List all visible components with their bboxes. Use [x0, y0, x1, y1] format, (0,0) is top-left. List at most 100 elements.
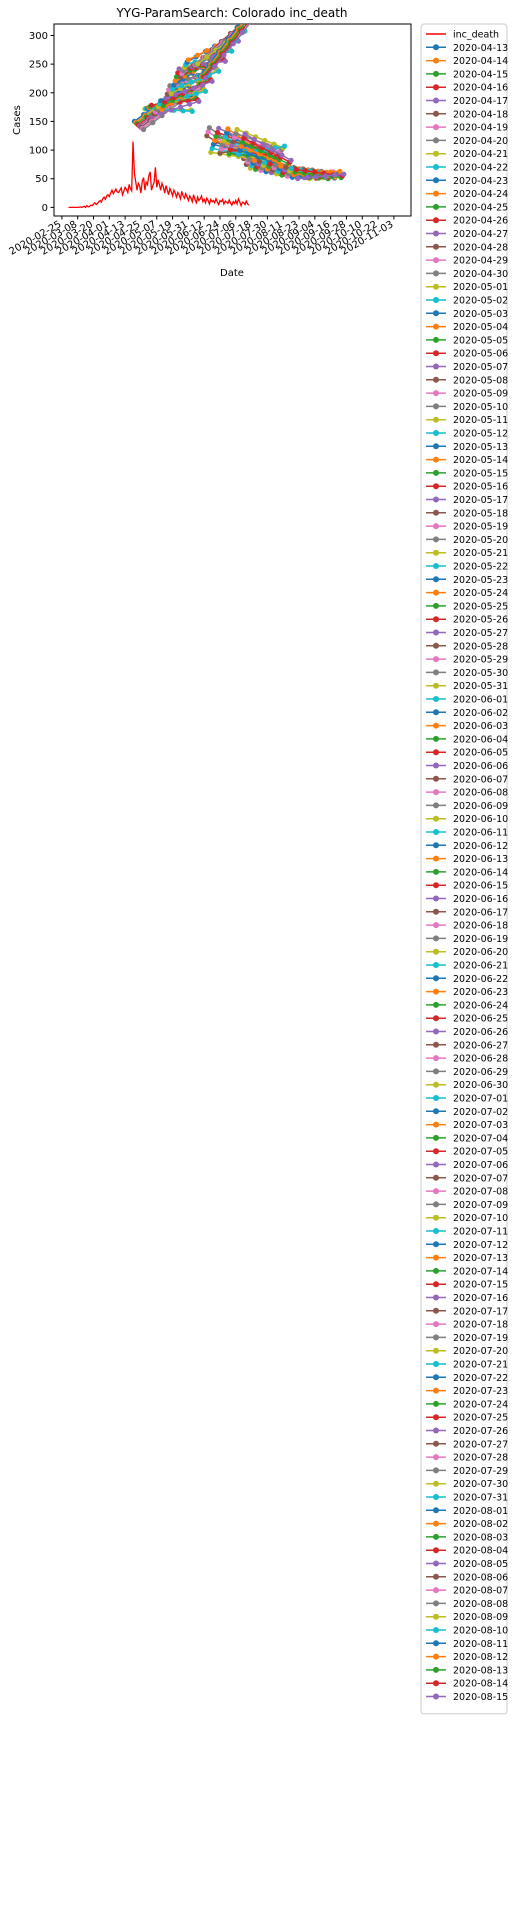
forecast-point-2020-05-03-0: [158, 98, 164, 104]
y-tick-label-300: 300: [29, 31, 48, 42]
legend-marker-2020-06-21: [433, 962, 439, 968]
legend-label-2020-07-15: 2020-07-15: [453, 1280, 508, 1291]
legend-item-2020-06-27: 2020-06-27: [426, 1040, 508, 1051]
legend-label-2020-04-29: 2020-04-29: [453, 256, 508, 267]
forecast-series-2020-07-06: [242, 131, 294, 163]
legend-label-2020-07-26: 2020-07-26: [453, 1426, 508, 1437]
legend-marker-2020-07-20: [433, 1347, 439, 1354]
forecast-point-2020-05-17-5: [222, 58, 228, 64]
legend-item-2020-04-28: 2020-04-28: [426, 242, 508, 253]
forecast-point-2020-06-21-0: [222, 134, 228, 140]
legend-label-2020-08-09: 2020-08-09: [453, 1612, 508, 1623]
legend-marker-2020-08-10: [433, 1627, 439, 1633]
forecast-series-2020-05-07: [163, 78, 215, 101]
legend-item-2020-07-29: 2020-07-29: [426, 1466, 508, 1477]
legend-marker-2020-08-05: [433, 1560, 439, 1567]
legend-item-2020-05-19: 2020-05-19: [426, 522, 508, 533]
legend-marker-2020-07-25: [433, 1414, 439, 1421]
legend-label-2020-06-19: 2020-06-19: [453, 934, 508, 945]
y-tick-label-0: 0: [42, 203, 48, 214]
forecast-point-2020-07-13-0: [251, 157, 257, 163]
legend-marker-2020-07-28: [433, 1454, 439, 1461]
forecast-point-2020-07-01-0: [235, 151, 241, 157]
legend-label-2020-06-18: 2020-06-18: [453, 921, 508, 932]
legend-label-2020-06-13: 2020-06-13: [453, 854, 508, 865]
forecast-point-2020-05-07-1: [172, 92, 178, 98]
legend-item-2020-06-05: 2020-06-05: [426, 748, 508, 759]
y-axis-label: Cases: [12, 105, 23, 135]
legend-item-2020-05-27: 2020-05-27: [426, 628, 508, 639]
forecast-point-2020-06-14-0: [213, 133, 219, 139]
y-tick-label-50: 50: [35, 174, 48, 185]
legend-marker-2020-05-21: [433, 549, 439, 556]
legend-marker-2020-08-12: [433, 1653, 439, 1660]
legend-item-2020-07-12: 2020-07-12: [426, 1240, 508, 1251]
legend-label-2020-06-16: 2020-06-16: [453, 894, 508, 905]
legend-item-2020-06-18: 2020-06-18: [426, 921, 508, 932]
legend-item-2020-07-11: 2020-07-11: [426, 1227, 508, 1238]
legend-item-2020-07-21: 2020-07-21: [426, 1360, 508, 1371]
legend-marker-2020-07-06: [433, 1161, 439, 1168]
forecast-point-2020-06-18-0: [218, 146, 224, 152]
legend-marker-2020-07-29: [433, 1467, 439, 1474]
legend-item-2020-06-04: 2020-06-04: [426, 734, 508, 745]
legend-marker-2020-05-09: [433, 390, 439, 397]
legend-label-2020-06-23: 2020-06-23: [453, 987, 508, 998]
legend-label-2020-07-10: 2020-07-10: [453, 1213, 508, 1224]
legend-label-2020-08-03: 2020-08-03: [453, 1532, 508, 1543]
forecast-point-2020-08-15-5: [341, 171, 347, 177]
legend-marker-2020-06-29: [433, 1068, 439, 1075]
legend-marker-2020-05-20: [433, 536, 439, 543]
forecast-point-2020-06-25-0: [227, 146, 234, 153]
legend-item-2020-05-11: 2020-05-11: [426, 415, 508, 426]
legend-marker-2020-07-08: [433, 1188, 439, 1195]
legend-marker-2020-06-08: [433, 789, 439, 796]
legend-label-2020-05-05: 2020-05-05: [453, 335, 508, 346]
legend-label-2020-07-16: 2020-07-16: [453, 1293, 508, 1304]
legend-marker-2020-06-27: [433, 1041, 439, 1048]
legend-item-2020-07-03: 2020-07-03: [426, 1120, 508, 1131]
legend-marker-2020-06-15: [433, 882, 439, 889]
legend-marker-2020-05-29: [433, 656, 439, 663]
legend-label-2020-05-22: 2020-05-22: [453, 562, 508, 573]
legend-item-2020-05-30: 2020-05-30: [426, 668, 508, 679]
forecast-point-2020-07-06-4: [279, 152, 285, 158]
legend-item-2020-07-22: 2020-07-22: [426, 1373, 508, 1384]
legend-marker-2020-05-17: [433, 496, 439, 503]
legend-marker-2020-07-23: [433, 1387, 439, 1394]
forecast-point-2020-05-07-0: [163, 95, 169, 101]
legend-item-2020-07-30: 2020-07-30: [426, 1479, 508, 1490]
legend-label-2020-06-30: 2020-06-30: [453, 1080, 508, 1091]
legend-marker-2020-05-30: [433, 669, 439, 676]
legend-item-2020-06-21: 2020-06-21: [426, 961, 508, 972]
forecast-point-2020-05-07-2: [181, 88, 187, 94]
legend-label-2020-07-24: 2020-07-24: [453, 1399, 508, 1410]
legend-item-2020-06-19: 2020-06-19: [426, 934, 508, 945]
legend-label-2020-05-28: 2020-05-28: [453, 641, 508, 652]
forecast-point-2020-06-28-0: [231, 134, 238, 141]
legend-label-2020-05-29: 2020-05-29: [453, 655, 508, 666]
forecast-point-2020-05-07-3: [191, 85, 197, 91]
legend-item-inc_death: inc_death: [426, 30, 499, 41]
legend-item-2020-07-09: 2020-07-09: [426, 1200, 508, 1211]
legend-marker-2020-04-19: [433, 124, 439, 131]
legend-marker-2020-05-31: [433, 682, 439, 689]
legend-label-2020-08-10: 2020-08-10: [453, 1626, 508, 1637]
plot-frame: [53, 23, 412, 217]
legend-marker-2020-08-08: [433, 1600, 439, 1607]
legend-item-2020-06-30: 2020-06-30: [426, 1080, 508, 1091]
legend-label-2020-04-13: 2020-04-13: [453, 43, 508, 54]
legend-label-2020-08-14: 2020-08-14: [453, 1679, 508, 1690]
legend-item-2020-05-01: 2020-05-01: [426, 282, 508, 293]
legend-label-2020-04-21: 2020-04-21: [453, 149, 508, 160]
legend-label-2020-08-08: 2020-08-08: [453, 1599, 508, 1610]
forecast-point-2020-08-06-0: [283, 164, 289, 170]
legend-label-2020-04-16: 2020-04-16: [453, 83, 508, 94]
legend-item-2020-04-29: 2020-04-29: [426, 256, 508, 267]
legend-marker-2020-04-22: [433, 164, 439, 170]
legend-item-2020-07-04: 2020-07-04: [426, 1133, 508, 1144]
legend-marker-2020-05-15: [433, 469, 439, 476]
legend-label-2020-05-02: 2020-05-02: [453, 296, 508, 307]
x-axis: 2020-02-252020-03-082020-03-202020-04-01…: [8, 216, 395, 258]
legend-marker-2020-08-06: [433, 1573, 439, 1580]
